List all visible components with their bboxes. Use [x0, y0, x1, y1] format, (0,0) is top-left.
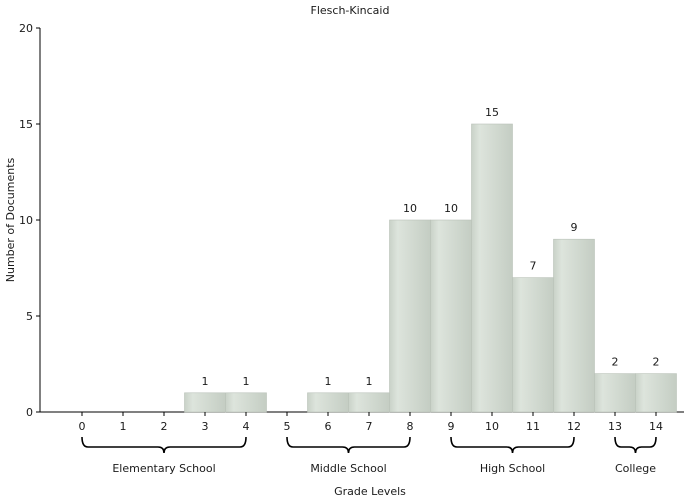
x-tick-label: 10 [485, 420, 499, 433]
x-axis-ticks: 0 1 2 3 4 5 6 7 8 9 10 11 12 13 14 [79, 412, 663, 433]
bar [635, 373, 677, 413]
bar [553, 238, 595, 413]
y-tick-label: 0 [26, 406, 33, 419]
y-tick-label: 20 [19, 22, 33, 35]
x-tick-label: 5 [284, 420, 291, 433]
x-tick-label: 11 [526, 420, 540, 433]
bars [184, 123, 677, 413]
x-tick-label: 14 [649, 420, 663, 433]
bar-value-label: 1 [202, 375, 209, 388]
x-tick-label: 6 [325, 420, 332, 433]
x-tick-label: 12 [567, 420, 581, 433]
bar-value-label: 1 [243, 375, 250, 388]
bar [512, 277, 554, 413]
group-label: Middle School [310, 462, 386, 475]
value-labels: 1 1 1 1 10 10 15 7 9 2 2 [202, 106, 660, 388]
x-tick-label: 0 [79, 420, 86, 433]
group-brace [81, 436, 247, 454]
bar [225, 392, 267, 413]
group-brace [614, 436, 657, 454]
group-label: College [615, 462, 656, 475]
bar-value-label: 9 [571, 221, 578, 234]
group-brace [286, 436, 411, 454]
y-tick-label: 5 [26, 310, 33, 323]
bar [389, 219, 431, 413]
bar [594, 373, 636, 413]
bar [348, 392, 390, 413]
x-tick-label: 1 [120, 420, 127, 433]
x-tick-label: 13 [608, 420, 622, 433]
bar-value-label: 2 [612, 356, 619, 369]
bar [307, 392, 349, 413]
bar [184, 392, 226, 413]
group-label: Elementary School [112, 462, 215, 475]
bar-value-label: 10 [444, 202, 458, 215]
bar [471, 123, 513, 413]
group-label: High School [480, 462, 545, 475]
grade-groups: Elementary School Middle School High Schoo… [81, 436, 657, 475]
x-tick-label: 4 [243, 420, 250, 433]
x-tick-label: 2 [161, 420, 168, 433]
bar-value-label: 15 [485, 106, 499, 119]
x-tick-label: 9 [448, 420, 455, 433]
y-tick-label: 15 [19, 118, 33, 131]
bar-value-label: 10 [403, 202, 417, 215]
x-axis-label: Grade Levels [334, 485, 406, 498]
bar-value-label: 1 [366, 375, 373, 388]
bar-value-label: 2 [653, 356, 660, 369]
y-tick-label: 10 [19, 214, 33, 227]
bar [430, 219, 472, 413]
chart-title: Flesch-Kincaid [311, 4, 390, 17]
y-axis-ticks: 0 5 10 15 20 [19, 22, 40, 419]
group-brace [450, 436, 575, 454]
x-tick-label: 7 [366, 420, 373, 433]
bar-value-label: 1 [325, 375, 332, 388]
y-axis-label: Number of Documents [4, 157, 17, 282]
x-tick-label: 3 [202, 420, 209, 433]
bar-value-label: 7 [530, 260, 537, 273]
x-tick-label: 8 [407, 420, 414, 433]
